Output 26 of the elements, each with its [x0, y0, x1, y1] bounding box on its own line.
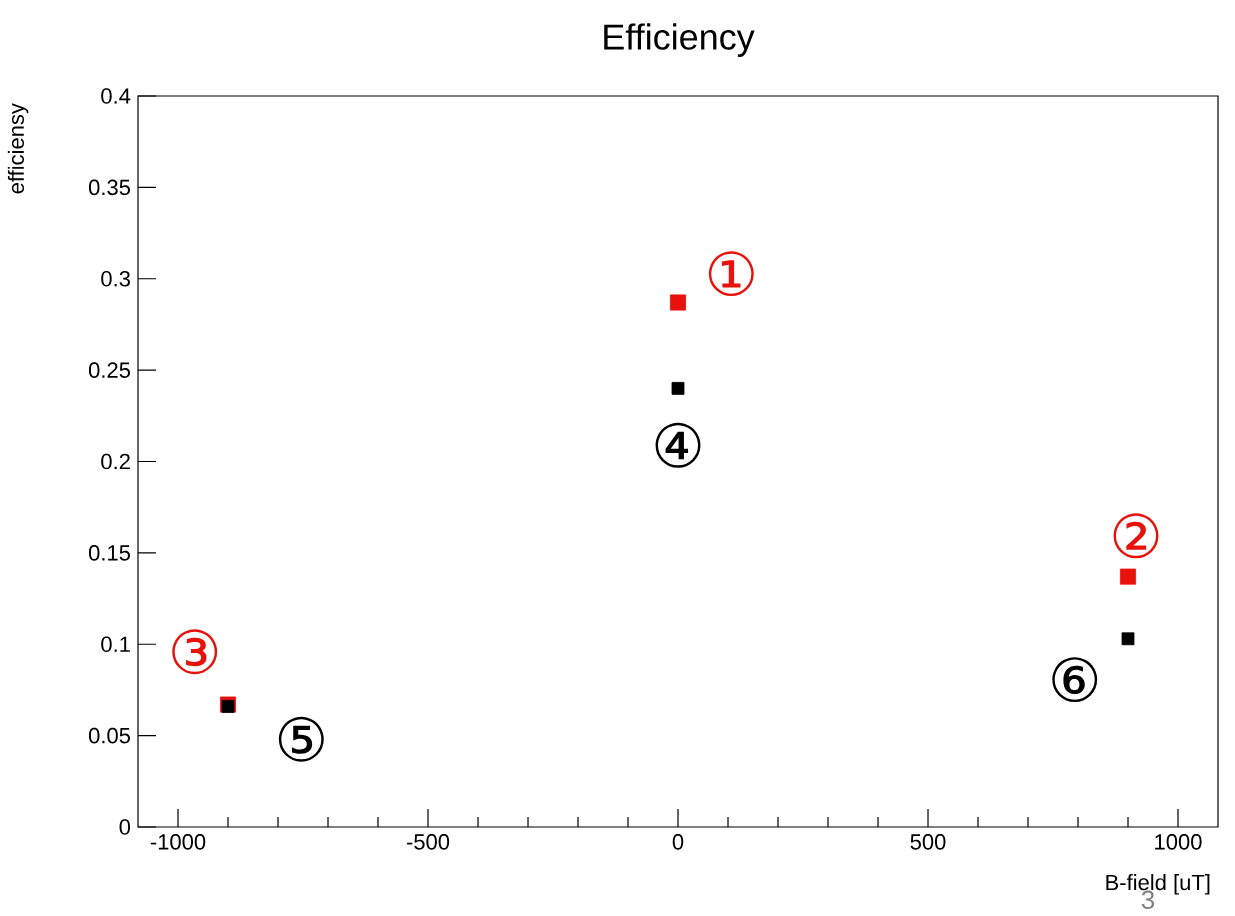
x-tick-label: -500 [406, 834, 450, 850]
y-tick-label: 0.25 [88, 362, 130, 378]
y-tick-label: 0.1 [101, 636, 130, 653]
y-tick-label: 0.05 [88, 727, 130, 744]
x-tick-label: 0 [672, 834, 684, 850]
point [1121, 632, 1135, 646]
x-tick-label: 500 [910, 834, 946, 850]
annotation: ④ [655, 422, 701, 468]
point [671, 382, 685, 395]
annotation: ③ [172, 629, 218, 675]
y-tick-label: 0 [119, 819, 131, 835]
y-tick-label: 0.35 [88, 179, 130, 196]
x-tick-label: -1000 [150, 834, 206, 850]
y-tick-label: 0.2 [101, 453, 130, 470]
x-tick-label: 1000 [1155, 834, 1202, 850]
y-tick-label: 0.4 [101, 88, 131, 104]
annotation: ⑤ [278, 716, 324, 762]
y-tick-label: 0.3 [101, 270, 130, 287]
y-axis-title: efficiensy [7, 103, 29, 194]
annotation: ② [1113, 513, 1159, 559]
y-tick-label: 0.15 [88, 545, 130, 561]
point [1120, 568, 1137, 585]
annotation: ① [708, 251, 754, 297]
chart-title: Efficiency [604, 23, 755, 57]
point [670, 294, 686, 311]
annotation: ⑥ [1052, 657, 1098, 703]
